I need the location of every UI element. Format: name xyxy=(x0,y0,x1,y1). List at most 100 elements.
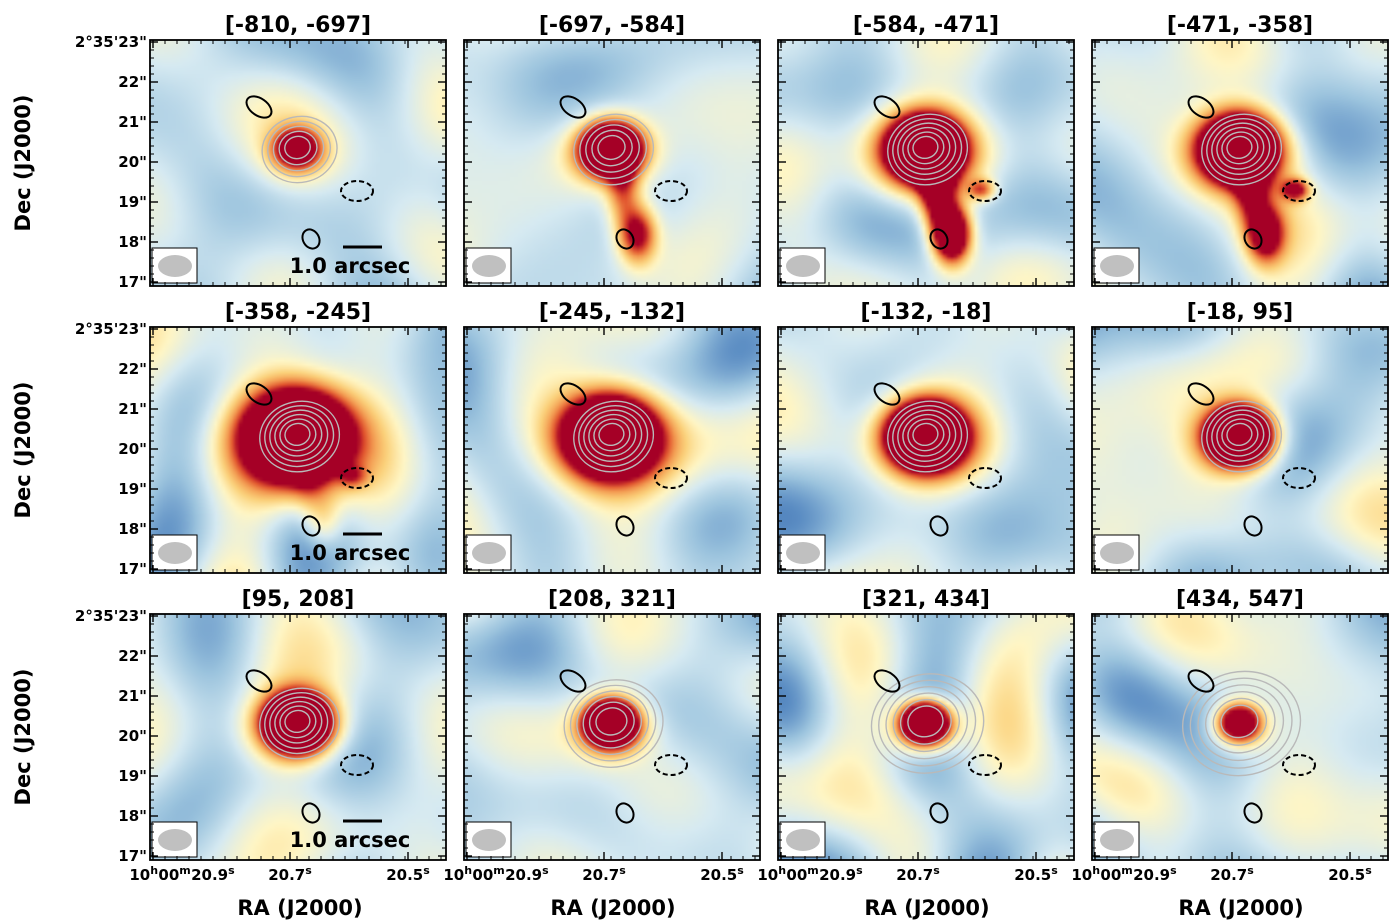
contour-ring xyxy=(576,690,650,756)
y-axis-label-row-1: Dec (J2000) xyxy=(11,95,35,232)
contour-ring xyxy=(569,684,657,762)
dec-tick-label: 2°35'23" xyxy=(75,320,147,338)
contour-ring xyxy=(1204,691,1276,754)
contour-ring xyxy=(912,135,939,160)
contour-ring xyxy=(887,113,969,186)
x-axis-label-col-3: RA (J2000) xyxy=(864,896,989,920)
contour-ring xyxy=(1221,131,1259,165)
dec-tick-label: 19" xyxy=(118,767,147,785)
contour-ring xyxy=(1197,684,1285,762)
contour-ring xyxy=(899,698,952,745)
ra-tick-label: 20.7s xyxy=(582,864,626,884)
ra-tick-label: 10h 00m 20.9s xyxy=(757,864,863,884)
dec-tick-label: 19" xyxy=(118,193,147,211)
contour-ring xyxy=(1211,409,1271,462)
scale-bar-label: 1.0 arcsec xyxy=(290,541,411,565)
contour-ring xyxy=(269,696,329,749)
contour-ring xyxy=(588,413,637,457)
solid-ellipse-marker xyxy=(1243,802,1263,824)
scale-bar-label: 1.0 arcsec xyxy=(290,828,411,852)
solid-ellipse-marker xyxy=(1187,95,1215,119)
ra-tick-label: 20.5s xyxy=(386,864,430,884)
x-axis-label-col-2: RA (J2000) xyxy=(550,896,675,920)
solid-ellipse-marker xyxy=(559,95,587,119)
ra-tick-label: 10h 00m 20.9s xyxy=(1071,864,1177,884)
solid-ellipse-marker xyxy=(929,228,949,250)
dec-tick-label: 17" xyxy=(118,560,147,578)
contour-ring xyxy=(573,113,655,186)
contour-ring xyxy=(259,687,341,760)
channel-panel: [208, 321] 10h 00m 20.9s 20.7s 20.5s xyxy=(443,587,761,884)
contour-ring xyxy=(274,413,323,457)
contour-ring xyxy=(1181,670,1302,777)
ra-tick-label: 20.7s xyxy=(896,864,940,884)
dec-tick-label: 18" xyxy=(118,233,147,251)
contour-ring xyxy=(1220,704,1259,739)
panel-title: [-132, -18] xyxy=(861,300,992,325)
solid-ellipse-marker xyxy=(1243,515,1263,537)
dec-tick-label: 2°35'23" xyxy=(75,33,147,51)
channel-panel: [321, 434] 10h 00m 20.9s 20.7s 20.5s xyxy=(757,587,1075,884)
contour-ring xyxy=(595,707,628,736)
solid-ellipse-marker xyxy=(301,228,321,250)
dashed-ellipse-marker xyxy=(968,180,1002,202)
dec-tick-label: 20" xyxy=(118,153,147,171)
dec-tick-label: 21" xyxy=(118,113,147,131)
panel-title: [-471, -358] xyxy=(1167,13,1313,38)
solid-ellipse-marker xyxy=(873,669,901,693)
dashed-ellipse-marker xyxy=(654,467,688,489)
channel-map-image xyxy=(464,614,760,860)
ra-tick-label: 20.7s xyxy=(268,864,312,884)
contour-ring xyxy=(1206,405,1277,468)
dashed-ellipse-marker xyxy=(968,467,1002,489)
beam-ellipse xyxy=(1100,255,1134,277)
contour-ring xyxy=(1201,113,1283,186)
solid-ellipse-marker xyxy=(245,95,273,119)
contour-ring xyxy=(1216,413,1265,457)
contour-ring xyxy=(1221,418,1259,452)
dec-tick-label: 2°35'23" xyxy=(75,607,147,625)
panel-frame xyxy=(777,613,1075,861)
panel-frame xyxy=(777,326,1075,574)
contour-ring xyxy=(259,400,341,473)
dec-tick-label: 22" xyxy=(118,647,147,665)
beam-ellipse xyxy=(786,829,820,851)
contour-ring xyxy=(1206,118,1277,181)
solid-ellipse-marker xyxy=(615,515,635,537)
panel-frame xyxy=(1091,39,1389,287)
panel-frame xyxy=(149,613,447,861)
dec-tick-label: 18" xyxy=(118,807,147,825)
solid-ellipse-marker xyxy=(301,802,321,824)
contour-ring xyxy=(902,126,951,170)
contour-ring xyxy=(870,673,985,774)
panel-title: [434, 547] xyxy=(1176,587,1304,612)
y-axis-label-row-3: Dec (J2000) xyxy=(11,669,35,806)
contour-ring xyxy=(591,129,633,167)
dec-tick-label: 18" xyxy=(118,520,147,538)
beam-ellipse xyxy=(786,542,820,564)
dashed-ellipse-marker xyxy=(1282,467,1316,489)
contour-ring xyxy=(897,409,957,462)
panel-frame xyxy=(777,39,1075,287)
contour-ring xyxy=(892,118,963,181)
panel-frame xyxy=(1091,613,1389,861)
contour-ring xyxy=(578,405,649,468)
solid-ellipse-marker xyxy=(1187,382,1215,406)
panel-title: [95, 208] xyxy=(242,587,355,612)
contour-ring xyxy=(264,405,335,468)
beam-ellipse xyxy=(158,542,192,564)
channel-panel: [95, 208] 2°35'23" 22" 21" 20" 19" 18" 17"10h 0… xyxy=(75,587,447,884)
ra-tick-label: 10h 00m 20.9s xyxy=(443,864,549,884)
contour-ring xyxy=(1189,677,1293,769)
dashed-ellipse-marker xyxy=(340,467,374,489)
contour-ring xyxy=(907,418,945,452)
panel-frame xyxy=(149,39,447,287)
ra-tick-label: 10h 00m 20.9s xyxy=(129,864,235,884)
dec-tick-label: 22" xyxy=(118,73,147,91)
solid-ellipse-marker xyxy=(245,382,273,406)
channel-panel: [-810, -697] 2°35'23" 22" 21" 20" 19" 18" 17" 1.… xyxy=(75,13,447,291)
solid-ellipse-marker xyxy=(929,515,949,537)
scale-bar-label: 1.0 arcsec xyxy=(290,254,411,278)
beam-ellipse xyxy=(786,255,820,277)
solid-ellipse-marker xyxy=(559,382,587,406)
